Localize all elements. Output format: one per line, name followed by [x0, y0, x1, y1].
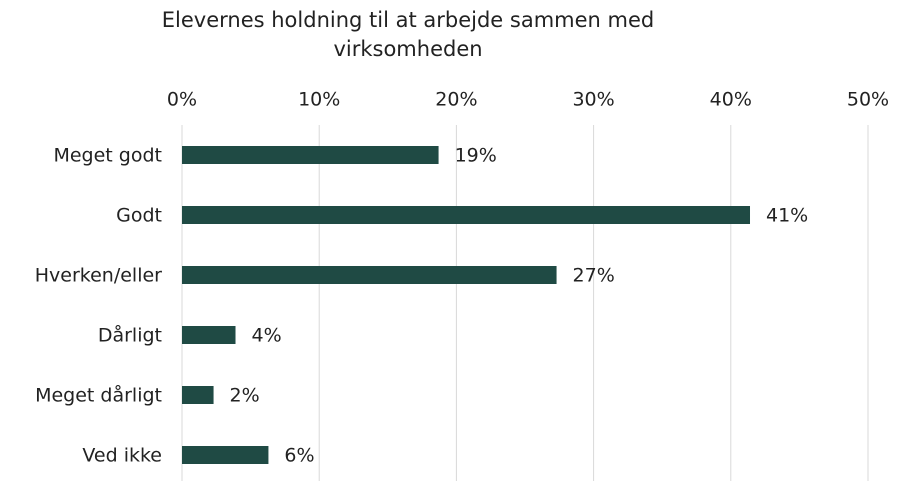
- value-label: 6%: [284, 445, 314, 467]
- bar: [182, 446, 269, 464]
- value-label: 27%: [573, 265, 615, 287]
- value-label: 2%: [230, 385, 260, 407]
- value-label: 4%: [252, 325, 282, 347]
- bar: [182, 326, 236, 344]
- chart-title: Elevernes holdning til at arbejde sammen…: [161, 8, 655, 61]
- x-tick-label: 20%: [435, 89, 477, 111]
- x-tick-label: 0%: [167, 89, 197, 111]
- y-tick-label: Ved ikke: [82, 445, 162, 467]
- x-tick-label: 40%: [710, 89, 752, 111]
- x-tick-label: 10%: [298, 89, 340, 111]
- y-tick-label: Meget godt: [53, 145, 162, 167]
- bar: [182, 386, 214, 404]
- bar: [182, 206, 751, 224]
- x-tick-label: 50%: [847, 89, 889, 111]
- bar: [182, 266, 557, 284]
- y-tick-label: Hverken/eller: [35, 265, 162, 287]
- y-tick-label: Godt: [116, 205, 162, 227]
- y-tick-label: Dårligt: [98, 324, 162, 347]
- x-tick-label: 30%: [572, 89, 614, 111]
- y-tick-label: Meget dårligt: [35, 384, 162, 407]
- bar: [182, 146, 439, 164]
- value-label: 41%: [766, 205, 808, 227]
- value-label: 19%: [455, 145, 497, 167]
